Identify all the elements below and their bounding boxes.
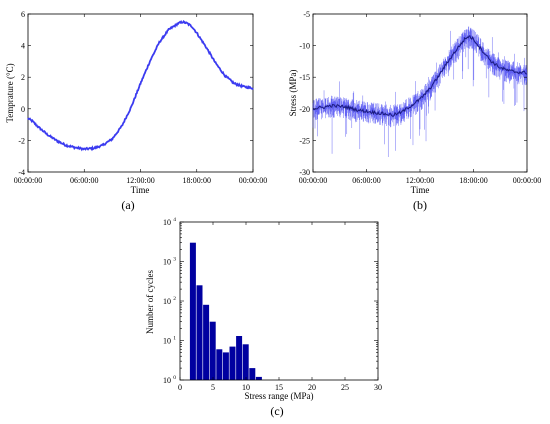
chart-b-ytick-label: -5 <box>303 10 310 19</box>
chart-a-ytick-label: -2 <box>18 136 25 145</box>
chart-c-xtick-label: 0 <box>178 383 182 392</box>
chart-c-xlabel: Stress range (MPa) <box>245 391 314 401</box>
chart-a-xtick-label: 00:00:00 <box>14 176 42 185</box>
chart-b-ytick-label: -30 <box>299 168 310 177</box>
chart-a-ytick-label: 0 <box>21 105 25 114</box>
chart-a-ytick-label: 2 <box>21 73 25 82</box>
chart-b-xtick-label: 18:00:00 <box>459 176 487 185</box>
chart-b-frame <box>312 13 528 173</box>
chart-c-bar <box>196 285 203 380</box>
chart-c-x-ticks: 0 5 10 15 20 25 30 <box>178 222 382 392</box>
panel-label-b: (b) <box>413 198 427 212</box>
chart-c-ytick-label: 10 <box>163 258 171 267</box>
chart-a-xtick-label: 12:00:00 <box>126 176 154 185</box>
chart-c-ytick-exponent: 1 <box>173 336 176 342</box>
chart-a-ytick-label: -4 <box>18 168 25 177</box>
chart-a-frame <box>27 13 254 173</box>
chart-b-ylabel: Stress (MPa) <box>288 70 298 117</box>
chart-b-ytick-label: -25 <box>299 136 310 145</box>
chart-a-xtick-label: 00:00:00 <box>239 176 267 185</box>
chart-b-xtick-label: 12:00:00 <box>406 176 434 185</box>
chart-c-bar <box>249 368 256 380</box>
chart-a-xlabel: Time <box>131 185 150 195</box>
chart-c-xtick-label: 25 <box>341 383 349 392</box>
chart-c-ylabel: Number of cycles <box>145 270 155 334</box>
chart-c-xtick-label: 30 <box>374 383 382 392</box>
chart-temperature: -4 -2 0 2 4 6 00:00:00 06:00:00 12:00:00 18:00:0… <box>5 10 267 212</box>
chart-c-xtick-label: 10 <box>242 383 250 392</box>
chart-a-temperature-line <box>27 19 254 152</box>
chart-c-bar <box>242 344 249 380</box>
chart-a-x-ticks: 00:00:00 06:00:00 12:00:00 18:00:00 00:00:00 <box>14 14 267 185</box>
chart-c-ytick-exponent: 2 <box>173 296 176 302</box>
chart-c-bar <box>255 376 262 380</box>
chart-a-ylabel: Temprature (°C) <box>5 63 15 122</box>
chart-c-bars <box>189 242 262 380</box>
chart-c-ytick-exponent: 4 <box>173 217 176 223</box>
chart-c-bar <box>222 352 229 380</box>
chart-c-ytick-label: 10 <box>163 376 171 385</box>
chart-c-ytick-label: 10 <box>163 337 171 346</box>
chart-c-bar <box>203 304 210 380</box>
chart-a-xtick-label: 18:00:00 <box>183 176 211 185</box>
chart-a-y-ticks: -4 -2 0 2 4 6 <box>18 10 253 177</box>
panel-label-a: (a) <box>121 198 134 212</box>
chart-c-ytick-exponent: 3 <box>173 257 176 263</box>
chart-b-xtick-label: 06:00:00 <box>352 176 380 185</box>
chart-c-ytick-exponent: 0 <box>173 375 176 381</box>
chart-stress: -30 -25 -20 -15 -10 -5 00:00:00 06:00:00 12:00:… <box>288 10 541 212</box>
chart-b-ytick-label: -20 <box>299 105 310 114</box>
chart-a-xtick-label: 06:00:00 <box>70 176 98 185</box>
chart-a-ytick-label: 6 <box>21 10 25 19</box>
chart-c-ytick-label: 10 <box>163 297 171 306</box>
chart-b-stress-band <box>312 26 528 157</box>
chart-c-bar <box>216 349 223 380</box>
chart-b-stress-line <box>312 35 528 117</box>
chart-c-bar <box>236 336 243 380</box>
chart-a-ytick-label: 4 <box>21 42 25 51</box>
chart-c-ytick-label: 10 <box>163 218 171 227</box>
chart-b-ytick-label: -10 <box>299 42 310 51</box>
chart-c-xtick-label: 5 <box>211 383 215 392</box>
chart-b-ytick-label: -15 <box>299 73 310 82</box>
chart-c-xtick-label: 15 <box>275 383 283 392</box>
chart-c-bar <box>189 242 196 380</box>
chart-c-bar <box>229 346 236 380</box>
chart-b-y-ticks: -30 -25 -20 -15 -10 -5 <box>299 10 527 177</box>
chart-b-xtick-label: 00:00:00 <box>513 176 541 185</box>
chart-c-xtick-label: 20 <box>308 383 316 392</box>
chart-b-x-ticks: 00:00:00 06:00:00 12:00:00 18:00:00 00:00:00 <box>299 14 541 185</box>
chart-b-xtick-label: 00:00:00 <box>299 176 327 185</box>
chart-b-xlabel: Time <box>411 185 430 195</box>
panel-label-c: (c) <box>270 404 283 418</box>
chart-c-bar <box>209 321 216 380</box>
